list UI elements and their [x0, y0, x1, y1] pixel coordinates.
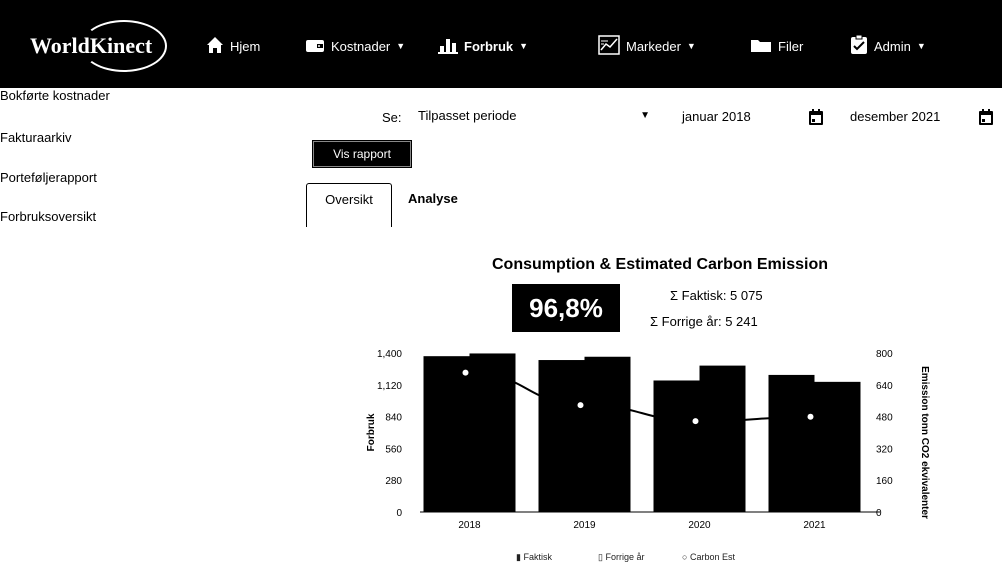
y-tick-label: 560: [385, 444, 402, 455]
top-navigation-bar: WorldKinect Hjem Kostnader ▼ Forbruk ▼ M…: [0, 0, 1002, 88]
show-report-button[interactable]: Vis rapport: [312, 140, 412, 168]
bar-forrige-ar: [584, 356, 631, 512]
logo-ring: [81, 20, 167, 72]
wallet-icon: [305, 37, 325, 56]
sidebar-item-bokforte-kostnader[interactable]: Bokførte kostnader: [0, 88, 110, 103]
y2-tick-label: 320: [876, 444, 893, 455]
carbon-point: [692, 418, 699, 425]
legend-carbon-est[interactable]: ○ Carbon Est: [682, 552, 735, 562]
bar-faktisk: [653, 380, 700, 512]
carbon-point: [807, 413, 814, 420]
legend-faktisk-label: Faktisk: [523, 552, 552, 562]
sidebar-item-portefoljerapport[interactable]: Porteføljerapport: [0, 170, 97, 185]
checklist-icon: [850, 34, 868, 58]
y-tick-label: 1,120: [377, 381, 402, 392]
nav-kostnader-label: Kostnader: [331, 38, 391, 54]
nav-markeder[interactable]: Markeder ▼: [598, 32, 696, 60]
nav-markeder-label: Markeder: [626, 38, 681, 54]
carbon-line: [469, 371, 815, 423]
x-tick-label: 2018: [458, 520, 481, 531]
nav-filer[interactable]: Filer: [750, 32, 803, 60]
period-select[interactable]: Tilpasset periode ▼: [418, 108, 654, 128]
chevron-down-icon: ▼: [396, 41, 406, 51]
period-select-value: Tilpasset periode: [418, 108, 517, 123]
y2-tick-label: 800: [876, 349, 893, 360]
y-tick-label: 280: [385, 476, 402, 487]
kpi-previous: Σ Forrige år: 5 241: [650, 314, 758, 329]
home-icon: [206, 36, 224, 57]
x-tick-label: 2021: [803, 520, 826, 531]
nav-admin-label: Admin: [874, 38, 911, 54]
y2-axis-label: Emission tonn CO2 ekvivalenter: [919, 366, 930, 519]
worldkinect-logo[interactable]: WorldKinect: [18, 20, 167, 72]
chevron-down-icon: ▼: [916, 41, 926, 51]
market-chart-icon: [598, 34, 620, 58]
x-tick-label: 2019: [573, 520, 596, 531]
nav-admin[interactable]: Admin ▼: [850, 32, 926, 60]
circle-legend-icon: ○: [682, 552, 688, 562]
bar-legend-icon: ▮: [516, 552, 521, 562]
from-date-input[interactable]: januar 2018: [682, 109, 751, 124]
bar-forrige-ar: [699, 365, 746, 512]
chevron-down-icon: ▼: [686, 41, 696, 51]
bar-forrige-ar: [814, 381, 861, 512]
logo-text: WorldKinect: [30, 33, 153, 58]
bar-outline-legend-icon: ▯: [598, 552, 603, 562]
kpi-actual: Σ Faktisk: 5 075: [670, 288, 763, 303]
folder-icon: [750, 37, 772, 56]
y2-tick-label: 640: [876, 381, 893, 392]
calendar-icon[interactable]: [978, 108, 994, 126]
x-tick-label: 2020: [688, 520, 711, 531]
y-tick-label: 1,400: [377, 349, 402, 360]
nav-kostnader[interactable]: Kostnader ▼: [305, 32, 405, 60]
bar-faktisk: [768, 374, 815, 512]
y2-tick-label: 480: [876, 413, 893, 424]
to-date-input[interactable]: desember 2021: [850, 109, 941, 124]
sidebar-item-forbruksoversikt[interactable]: Forbruksoversikt: [0, 209, 97, 224]
nav-home[interactable]: Hjem: [206, 32, 260, 60]
bar-faktisk: [538, 360, 585, 512]
y-tick-label: 0: [396, 508, 402, 519]
legend-faktisk[interactable]: ▮ Faktisk: [516, 552, 552, 563]
nav-forbruk[interactable]: Forbruk ▼: [438, 32, 528, 60]
y-tick-label: 840: [385, 413, 402, 424]
sidebar-item-fakturaarkiv[interactable]: Fakturaarkiv: [0, 130, 72, 145]
carbon-point: [462, 369, 469, 376]
nav-filer-label: Filer: [778, 38, 804, 54]
calendar-icon[interactable]: [808, 108, 824, 126]
legend-forrige-ar-label: Forrige år: [605, 552, 645, 562]
period-label: Se:: [382, 110, 402, 125]
y2-tick-label: 0: [876, 508, 882, 519]
nav-home-label: Hjem: [230, 38, 261, 54]
bar-faktisk: [423, 356, 470, 512]
chevron-down-icon: ▼: [519, 41, 529, 51]
chevron-down-icon: ▼: [640, 110, 650, 121]
kpi-percent: 96,8%: [512, 284, 620, 332]
y2-tick-label: 160: [876, 476, 893, 487]
tab-oversikt[interactable]: Oversikt: [306, 183, 392, 227]
chart-title: Consumption & Estimated Carbon Emission: [491, 256, 829, 273]
tab-analyse[interactable]: Analyse: [408, 191, 458, 206]
bar-chart-icon: [438, 36, 458, 57]
legend-carbon-est-label: Carbon Est: [689, 552, 735, 562]
legend-forrige-ar[interactable]: ▯ Forrige år: [598, 552, 644, 563]
bar-forrige-ar: [469, 353, 516, 512]
nav-forbruk-label: Forbruk: [464, 38, 514, 54]
carbon-point: [577, 402, 584, 409]
y-axis-label: Forbruk: [366, 413, 377, 451]
